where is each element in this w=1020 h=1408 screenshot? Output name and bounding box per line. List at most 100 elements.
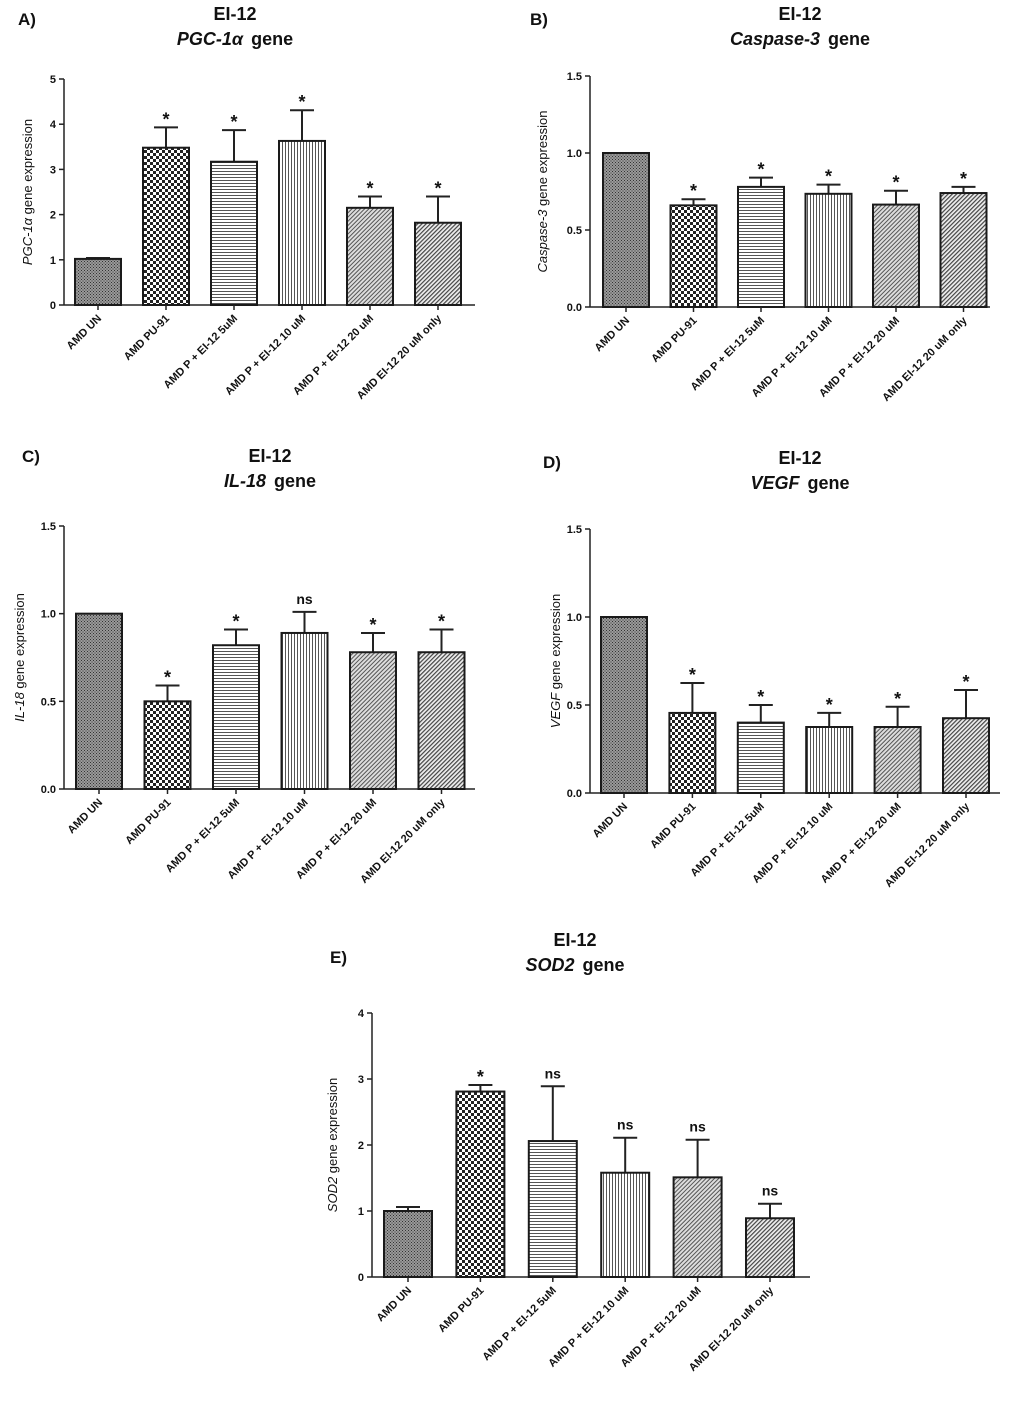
- y-tick-label: 0: [358, 1272, 364, 1284]
- x-tick-label: AMD PU-91: [649, 315, 699, 365]
- chart-title: EI-12: [553, 930, 596, 950]
- significance-marker: *: [164, 668, 171, 688]
- x-tick-label: AMD PU-91: [436, 1285, 486, 1335]
- chart-panel-c: C) EI-12 IL-18 gene IL-18 gene expression 0.0…: [12, 446, 475, 886]
- bar: [527, 1140, 578, 1279]
- x-tick-label: AMD UN: [66, 797, 106, 837]
- chart-subtitle: PGC-1α gene: [177, 29, 293, 49]
- bar: [346, 206, 394, 307]
- y-axis-label-suffix: gene expression: [20, 119, 35, 218]
- x-tick-label: AMD PU-91: [122, 313, 172, 363]
- gene-suffix: gene: [251, 29, 293, 49]
- significance-marker: *: [369, 615, 376, 635]
- y-axis-label-suffix: gene expression: [548, 594, 563, 693]
- gene-name: SOD2: [525, 955, 574, 975]
- gene-name: Caspase-3: [730, 29, 820, 49]
- x-tick-label: AMD EI-12 20 uM only: [687, 1284, 777, 1374]
- y-tick-label: 1.5: [567, 71, 582, 83]
- gene-name: IL-18: [224, 471, 266, 491]
- y-tick-label: 0.5: [567, 700, 582, 712]
- gene-name: VEGF: [750, 473, 800, 493]
- significance-marker: *: [230, 112, 237, 132]
- bar: [737, 185, 785, 309]
- significance-marker: *: [962, 672, 969, 692]
- y-tick-label: 0.0: [567, 302, 582, 314]
- chart-title: EI-12: [778, 448, 821, 468]
- bar: [210, 160, 258, 306]
- y-tick-label: 0.0: [41, 784, 56, 796]
- x-tick-label: AMD P + EI-12 5uM: [689, 315, 768, 394]
- panel-label: D): [543, 453, 561, 472]
- y-tick-label: 0: [50, 300, 56, 312]
- bar: [212, 644, 260, 791]
- y-tick-label: 0.0: [567, 788, 582, 800]
- bar: [142, 146, 190, 306]
- y-tick-label: 0.5: [567, 225, 582, 237]
- significance-marker: *: [232, 611, 239, 631]
- bar: [736, 721, 785, 794]
- gene-name: PGC-1α: [177, 29, 244, 49]
- x-tick-label: AMD UN: [375, 1285, 415, 1325]
- chart-panel-d: D) EI-12 VEGF gene VEGF gene expression 0.0 0.…: [543, 448, 1000, 890]
- y-tick-label: 1.0: [41, 609, 56, 621]
- y-tick-label: 1: [358, 1206, 364, 1218]
- chart-title: EI-12: [213, 4, 256, 24]
- y-tick-label: 2: [358, 1140, 364, 1152]
- significance-marker: *: [298, 92, 305, 112]
- y-tick-label: 4: [358, 1008, 365, 1020]
- chart-subtitle: Caspase-3 gene: [730, 29, 870, 49]
- x-tick-label: AMD PU-91: [648, 801, 698, 851]
- gene-suffix: gene: [274, 471, 316, 491]
- y-tick-label: 1: [50, 255, 56, 267]
- y-tick-label: 1.5: [567, 524, 582, 536]
- y-axis-label-gene: Caspase-3: [535, 209, 550, 273]
- x-tick-label: AMD P + EI-12 5uM: [162, 313, 241, 392]
- bar: [669, 204, 718, 308]
- y-axis-label: SOD2 gene expression: [325, 1078, 340, 1212]
- bar: [872, 203, 920, 308]
- significance-marker: *: [438, 611, 445, 631]
- bar: [602, 152, 650, 308]
- bar: [804, 192, 853, 308]
- panel-label: B): [530, 10, 548, 29]
- x-tick-label: AMD P + EI-12 5uM: [164, 797, 243, 876]
- x-tick-label: AMD P + EI-12 10 uM: [546, 1285, 631, 1370]
- y-axis-label-suffix: gene expression: [325, 1078, 340, 1177]
- y-axis-label-gene: VEGF: [548, 692, 563, 728]
- bar: [280, 631, 329, 790]
- y-tick-label: 1.0: [567, 612, 582, 624]
- bar: [745, 1217, 795, 1279]
- bar: [143, 700, 192, 790]
- bar: [600, 1171, 651, 1278]
- chart-subtitle: SOD2 gene: [525, 955, 624, 975]
- bar: [278, 139, 326, 306]
- significance-marker: *: [434, 179, 441, 199]
- x-tick-label: AMD P + EI-12 5uM: [688, 801, 767, 880]
- y-axis-label: VEGF gene expression: [548, 594, 563, 728]
- panel-label: C): [22, 447, 40, 466]
- chart-panel-e: E) EI-12 SOD2 gene SOD2 gene expression 0 1 2 3 4…: [325, 930, 810, 1374]
- significance-marker: *: [825, 167, 832, 187]
- y-axis-label-suffix: gene expression: [535, 111, 550, 210]
- bar: [414, 221, 462, 306]
- y-axis-label-suffix: gene expression: [12, 593, 27, 692]
- y-tick-label: 3: [358, 1074, 364, 1086]
- x-tick-label: AMD UN: [65, 313, 105, 353]
- significance-marker: *: [960, 169, 967, 189]
- significance-marker: *: [689, 665, 696, 685]
- significance-marker: *: [757, 160, 764, 180]
- y-axis-label-gene: SOD2: [325, 1176, 340, 1212]
- bar: [74, 257, 122, 306]
- chart-subtitle: VEGF gene: [750, 473, 849, 493]
- panel-label: E): [330, 948, 347, 967]
- gene-suffix: gene: [828, 29, 870, 49]
- y-axis-label-gene: PGC-1α: [20, 217, 35, 265]
- y-tick-label: 3: [50, 164, 56, 176]
- gene-suffix: gene: [583, 955, 625, 975]
- y-tick-label: 4: [50, 119, 57, 131]
- bar: [873, 726, 922, 794]
- y-axis-label: PGC-1α gene expression: [20, 119, 35, 265]
- panel-label: A): [18, 10, 36, 29]
- y-axis-label-gene: IL-18: [12, 691, 27, 721]
